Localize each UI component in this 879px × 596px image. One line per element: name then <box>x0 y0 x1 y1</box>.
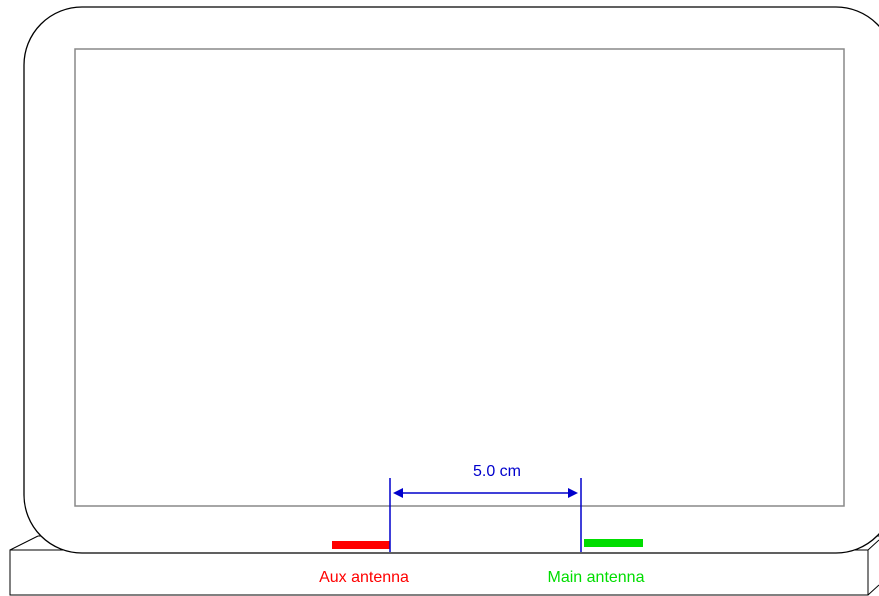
aux-antenna-bar <box>332 541 390 549</box>
main-antenna-label: Main antenna <box>548 569 645 586</box>
aux-antenna-label: Aux antenna <box>319 569 409 586</box>
base-front-face <box>9 549 869 596</box>
measurement-label: 5.0 cm <box>473 463 521 480</box>
dimension-marker <box>389 478 582 552</box>
main-antenna-bar <box>584 539 643 547</box>
base-right-side-edge <box>867 584 879 596</box>
base-top-right-edge <box>867 539 879 551</box>
screen-area <box>74 48 845 507</box>
base-top-left-edge <box>9 535 39 551</box>
dimension-arrowhead-left <box>393 488 403 498</box>
dimension-arrowhead-right <box>568 488 578 498</box>
